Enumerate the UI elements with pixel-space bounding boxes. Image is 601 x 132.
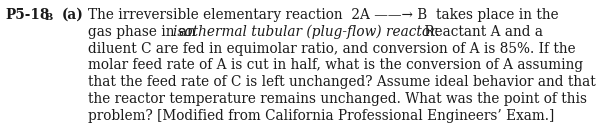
Text: problem? [Modified from California Professional Engineers’ Exam.]: problem? [Modified from California Profe… <box>88 109 554 123</box>
Text: isothermal tubular (plug-flow) reactor.: isothermal tubular (plug-flow) reactor. <box>173 25 439 39</box>
Text: (a): (a) <box>62 8 84 22</box>
Text: gas phase in an: gas phase in an <box>88 25 200 39</box>
Text: B: B <box>45 13 53 22</box>
Text: diluent C are fed in equimolar ratio, and conversion of A is 85%. If the: diluent C are fed in equimolar ratio, an… <box>88 42 576 56</box>
Text: P5-18: P5-18 <box>5 8 49 22</box>
Text: the reactor temperature remains unchanged. What was the point of this: the reactor temperature remains unchange… <box>88 92 587 106</box>
Text: molar feed rate of A is cut in half, what is the conversion of A assuming: molar feed rate of A is cut in half, wha… <box>88 58 583 72</box>
Text: The irreversible elementary reaction  2A ——→ B  takes place in the: The irreversible elementary reaction 2A … <box>88 8 558 22</box>
Text: Reactant A and a: Reactant A and a <box>420 25 543 39</box>
Text: that the feed rate of C is left unchanged? Assume ideal behavior and that: that the feed rate of C is left unchange… <box>88 75 596 89</box>
